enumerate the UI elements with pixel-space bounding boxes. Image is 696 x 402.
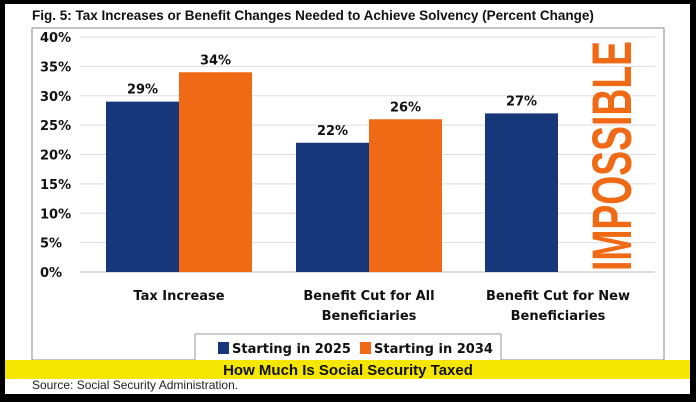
category-label: Benefit Cut for New [486, 289, 630, 304]
bar-starting-in-2025-1 [296, 142, 369, 272]
data-label: 26% [390, 100, 421, 115]
y-tick-label: 40% [40, 31, 71, 46]
data-label: 29% [127, 83, 158, 98]
y-tick-label: 10% [40, 207, 71, 222]
impossible-annotation: IMPOSSIBLE [580, 41, 643, 271]
y-tick-label: 5% [40, 237, 62, 252]
bar-starting-in-2034-1 [369, 119, 442, 272]
y-tick-label: 15% [40, 178, 71, 193]
data-label: 22% [317, 124, 348, 139]
data-label: 34% [200, 53, 231, 68]
y-tick-label: 25% [40, 119, 71, 134]
bar-starting-in-2034-0 [179, 72, 252, 272]
legend-label-2034: Starting in 2034 [374, 342, 493, 357]
legend: Starting in 2025 Starting in 2034 [194, 333, 502, 365]
banner [5, 360, 690, 379]
legend-swatch-2025 [218, 342, 229, 354]
legend-label-2025: Starting in 2025 [232, 342, 351, 357]
y-tick-label: 35% [40, 60, 71, 75]
category-label: Tax Increase [133, 289, 224, 304]
category-label: Benefit Cut for All [303, 289, 434, 304]
banner-text: How Much Is Social Security Taxed [223, 362, 473, 379]
bar-starting-in-2025-0 [106, 101, 179, 272]
y-tick-label: 20% [40, 149, 71, 164]
y-tick-label: 30% [40, 90, 71, 105]
data-label: 27% [506, 94, 537, 109]
category-label: Beneficiaries [322, 309, 417, 324]
legend-swatch-2034 [360, 342, 371, 354]
source-note: Source: Social Security Administration. [32, 378, 238, 392]
chart-title: Fig. 5: Tax Increases or Benefit Changes… [32, 8, 594, 23]
category-label: Beneficiaries [511, 309, 606, 324]
bar-starting-in-2025-2 [485, 113, 558, 272]
y-tick-label: 0% [40, 266, 62, 281]
